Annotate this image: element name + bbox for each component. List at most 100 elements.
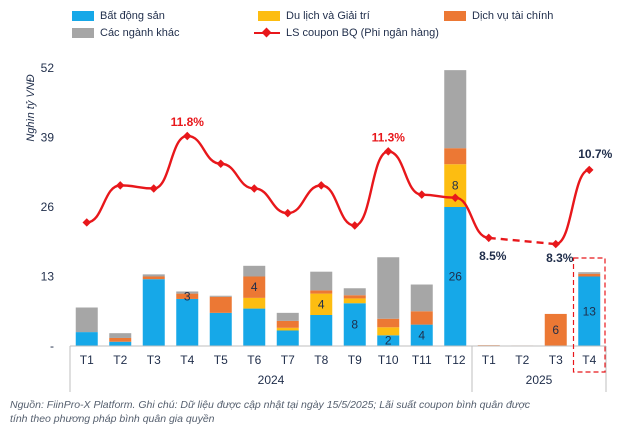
line-series-solid <box>555 168 590 246</box>
x-tick-label: T11 <box>412 353 432 367</box>
x-group-label: 2025 <box>526 373 553 387</box>
chart-plot: - 13 26 39 52 Nghìn tỷ VNĐ 3 4 4 8 2 4 8 26 6 13 T1 T2 T3 T… <box>25 61 613 392</box>
source-note-line-2: tính theo phương pháp bình quân gia quyề… <box>10 413 215 425</box>
bar-segment <box>209 296 232 313</box>
bar-segment <box>444 70 467 149</box>
line-point <box>250 184 259 193</box>
bar-segment <box>209 312 232 346</box>
legend-line-coupon-rate <box>254 28 280 38</box>
line-point <box>484 233 493 243</box>
legend-swatch-tourism <box>258 11 280 21</box>
x-tick-label: T1 <box>482 353 496 367</box>
bar-data-label: 4 <box>418 328 425 342</box>
line-point <box>585 165 594 175</box>
legend-swatch-other-sectors <box>72 28 94 38</box>
bar-segment <box>343 298 366 304</box>
legend-label-tourism: Du lịch và Giải trí <box>286 10 370 22</box>
bar-segment <box>377 327 400 336</box>
bar-data-label: 6 <box>552 323 559 337</box>
bar-segment <box>243 276 266 298</box>
bar-segment <box>444 207 467 346</box>
bar-data-label: 13 <box>583 304 597 318</box>
bar-segment <box>377 318 400 328</box>
x-tick-label: T10 <box>378 353 399 367</box>
line-point <box>283 208 292 218</box>
bar-data-label: 3 <box>184 289 191 303</box>
bar-segment <box>578 272 601 274</box>
legend-item-other-sectors: Các ngành khác <box>72 27 180 39</box>
legend-swatch-financial-services <box>444 11 466 21</box>
legend-item-real-estate: Bất động sản <box>72 10 165 22</box>
x-tick-label: T7 <box>281 353 295 367</box>
x-tick-label: T1 <box>80 353 94 367</box>
bar-segment <box>410 284 433 312</box>
bar-segment <box>176 298 199 346</box>
line-point <box>350 221 359 230</box>
bar-segment <box>276 327 299 331</box>
bar-segment <box>243 308 266 346</box>
highlight-box <box>572 257 606 373</box>
legend-label-real-estate: Bất động sản <box>100 10 165 22</box>
bar-segment <box>176 293 199 299</box>
bar-segment <box>276 312 299 321</box>
line-series-dashed <box>488 236 556 246</box>
legend-item-tourism: Du lịch và Giải trí <box>258 10 370 22</box>
x-tick-label: T6 <box>247 353 261 367</box>
line-annotation: 10.7% <box>578 147 612 161</box>
legend-label-financial-services: Dịch vụ tài chính <box>472 10 554 22</box>
bar-segment <box>310 314 333 346</box>
line-point <box>417 190 426 199</box>
x-tick-label: T3 <box>549 353 563 367</box>
bar-segment <box>109 341 132 346</box>
bar-segment <box>544 313 567 346</box>
x-tick-label: T4 <box>582 353 596 367</box>
bar-segment <box>310 290 333 294</box>
bar-segment <box>109 337 132 342</box>
bar-segment <box>142 274 165 277</box>
bar-segment <box>276 320 299 328</box>
bar-segment <box>410 324 433 346</box>
bar-segment <box>444 164 467 207</box>
line-annotation: 11.8% <box>171 115 205 129</box>
bar-segment <box>75 332 98 346</box>
y-tick-label: 39 <box>41 131 55 145</box>
line-point <box>317 181 326 190</box>
bar-segment <box>444 148 467 165</box>
legend-swatch-real-estate <box>72 11 94 21</box>
line-point <box>82 218 91 227</box>
legend-item-coupon-rate: LS coupon BQ (Phi ngân hàng) <box>254 27 439 39</box>
line-annotation: 8.3% <box>546 251 574 265</box>
line-point <box>149 184 158 193</box>
bar-segment <box>343 303 366 346</box>
y-tick-label: 13 <box>41 270 55 284</box>
line-annotation: 11.3% <box>372 130 406 144</box>
y-tick-label: 26 <box>41 200 55 214</box>
x-tick-label: T8 <box>314 353 328 367</box>
line-point <box>384 147 393 156</box>
line-series-solid <box>86 134 490 240</box>
x-group-label: 2024 <box>258 373 285 387</box>
x-tick-label: T3 <box>147 353 161 367</box>
legend-label-coupon-rate: LS coupon BQ (Phi ngân hàng) <box>286 27 439 39</box>
line-point <box>116 181 125 190</box>
bar-segment <box>209 295 232 297</box>
bar-segment <box>109 333 132 338</box>
bar-segment <box>343 288 366 296</box>
bar-segment <box>176 291 199 294</box>
bar-data-label: 4 <box>251 280 258 294</box>
x-tick-label: T5 <box>214 353 228 367</box>
bar-segment <box>75 307 98 333</box>
legend-label-other-sectors: Các ngành khác <box>100 27 180 39</box>
y-axis-label: Nghìn tỷ VNĐ <box>25 74 37 141</box>
bar-segment <box>578 276 601 346</box>
x-tick-label: T4 <box>180 353 194 367</box>
line-annotation: 8.5% <box>479 249 507 263</box>
bar-segment <box>243 297 266 309</box>
bar-segment <box>578 273 601 277</box>
line-point <box>216 159 225 168</box>
x-tick-label: T9 <box>348 353 362 367</box>
bar-data-label: 26 <box>449 270 463 284</box>
bar-data-label: 4 <box>318 297 325 311</box>
y-tick-label: - <box>50 339 54 353</box>
bar-segment <box>243 265 266 277</box>
